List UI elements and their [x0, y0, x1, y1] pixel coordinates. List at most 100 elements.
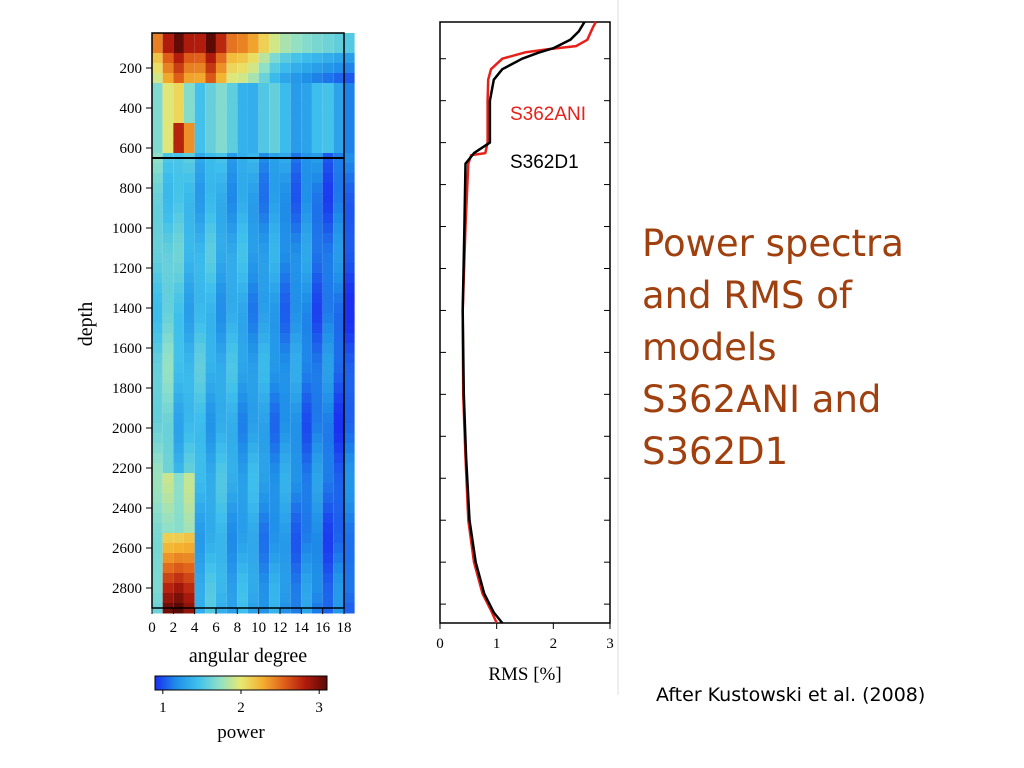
heatmap-cell: [205, 133, 216, 144]
heatmap-cell: [184, 63, 195, 74]
heatmap-cell: [344, 323, 355, 334]
heatmap-cell: [312, 93, 323, 104]
heatmap-cell: [269, 433, 280, 444]
heatmap-cell: [333, 423, 344, 434]
heatmap-cell: [280, 113, 291, 124]
heatmap-cell: [184, 363, 195, 374]
heatmap-cell: [344, 453, 355, 464]
heatmap-cell: [344, 503, 355, 514]
heatmap-cell: [205, 443, 216, 454]
heatmap-cell: [269, 103, 280, 114]
heatmap-cell: [344, 33, 355, 44]
heatmap-cell: [226, 583, 238, 594]
heatmap-cell: [226, 63, 238, 74]
heatmap-cell: [290, 373, 302, 384]
heatmap-cell: [184, 333, 195, 344]
heatmap-cell: [322, 173, 334, 184]
heatmap-cell: [333, 133, 344, 144]
heatmap-cell: [344, 153, 355, 164]
heatmap-cell: [162, 473, 174, 484]
heatmap-cell: [344, 213, 355, 224]
heatmap-cell: [237, 303, 248, 314]
heatmap-cell: [194, 403, 206, 414]
heatmap-cell: [152, 73, 163, 84]
heatmap-cell: [322, 193, 334, 204]
heatmap-cell: [344, 533, 355, 544]
heatmap-cell: [344, 333, 355, 344]
heatmap-cell: [162, 243, 174, 254]
heatmap-cell: [269, 113, 280, 124]
heatmap-cell: [226, 313, 238, 324]
heatmap-cell: [216, 503, 227, 514]
heatmap-cell: [216, 473, 227, 484]
heatmap-cell: [333, 53, 344, 64]
heatmap-cell: [312, 43, 323, 54]
heatmap-cell: [173, 533, 184, 544]
heatmap-cell: [194, 233, 206, 244]
heatmap-cell: [258, 333, 270, 344]
heatmap-cell: [301, 573, 312, 584]
heatmap-cell: [248, 533, 259, 544]
heatmap-cell: [312, 103, 323, 114]
heatmap-cell: [162, 33, 174, 44]
heatmap-cell: [152, 183, 163, 194]
heatmap-cell: [258, 293, 270, 304]
heatmap-cell: [301, 73, 312, 84]
heatmap-cell: [248, 73, 259, 84]
heatmap-cell: [173, 573, 184, 584]
heatmap-cell: [248, 323, 259, 334]
heatmap-cell: [205, 333, 216, 344]
heatmap-cell: [312, 533, 323, 544]
heatmap-cell: [258, 303, 270, 314]
heatmap-cell: [162, 373, 174, 384]
heatmap-cell: [290, 573, 302, 584]
heatmap-cell: [301, 473, 312, 484]
heatmap-cell: [248, 473, 259, 484]
heatmap-cell: [237, 233, 248, 244]
heatmap-cell: [205, 263, 216, 274]
heatmap-cell: [301, 103, 312, 114]
heatmap-cell: [258, 243, 270, 254]
heatmap-cell: [173, 353, 184, 364]
heatmap-cell: [173, 383, 184, 394]
heatmap-cell: [184, 483, 195, 494]
heatmap-cell: [152, 503, 163, 514]
heatmap-cell: [162, 63, 174, 74]
heatmap-cell: [205, 283, 216, 294]
heatmap-cell: [301, 363, 312, 374]
power-spectrum-heatmap: 200 400 600 800 1000 1200 1400 1600 1800 2000 2200…: [75, 32, 355, 667]
heatmap-cell: [162, 223, 174, 234]
heatmap-cell: [152, 543, 163, 554]
heatmap-cell: [258, 433, 270, 444]
heatmap-cell: [280, 53, 291, 64]
heatmap-cell: [301, 283, 312, 294]
heatmap-cell: [205, 503, 216, 514]
heatmap-cell: [226, 433, 238, 444]
heatmap-cell: [248, 293, 259, 304]
heatmap-cell: [162, 313, 174, 324]
heatmap-cell: [290, 33, 302, 44]
heatmap-cell: [184, 513, 195, 524]
heatmap-cell: [194, 253, 206, 264]
heatmap-cell: [162, 513, 174, 524]
heatmap-cell: [152, 113, 163, 124]
heatmap-cell: [184, 573, 195, 584]
heatmap-cell: [290, 433, 302, 444]
heatmap-cell: [237, 353, 248, 364]
heatmap-cell: [258, 363, 270, 374]
heatmap-cell: [237, 283, 248, 294]
heatmap-cell: [301, 493, 312, 504]
heatmap-cell: [322, 593, 334, 604]
heatmap-cell: [205, 343, 216, 354]
heatmap-cell: [290, 133, 302, 144]
heatmap-cell: [152, 403, 163, 414]
heatmap-cell: [269, 593, 280, 604]
heatmap-cell: [344, 203, 355, 214]
heatmap-cell: [152, 103, 163, 114]
heatmap-cell: [344, 403, 355, 414]
heatmap-cell: [280, 493, 291, 504]
heatmap-cell: [162, 363, 174, 374]
heatmap-cell: [248, 423, 259, 434]
heatmap-cell: [269, 413, 280, 424]
